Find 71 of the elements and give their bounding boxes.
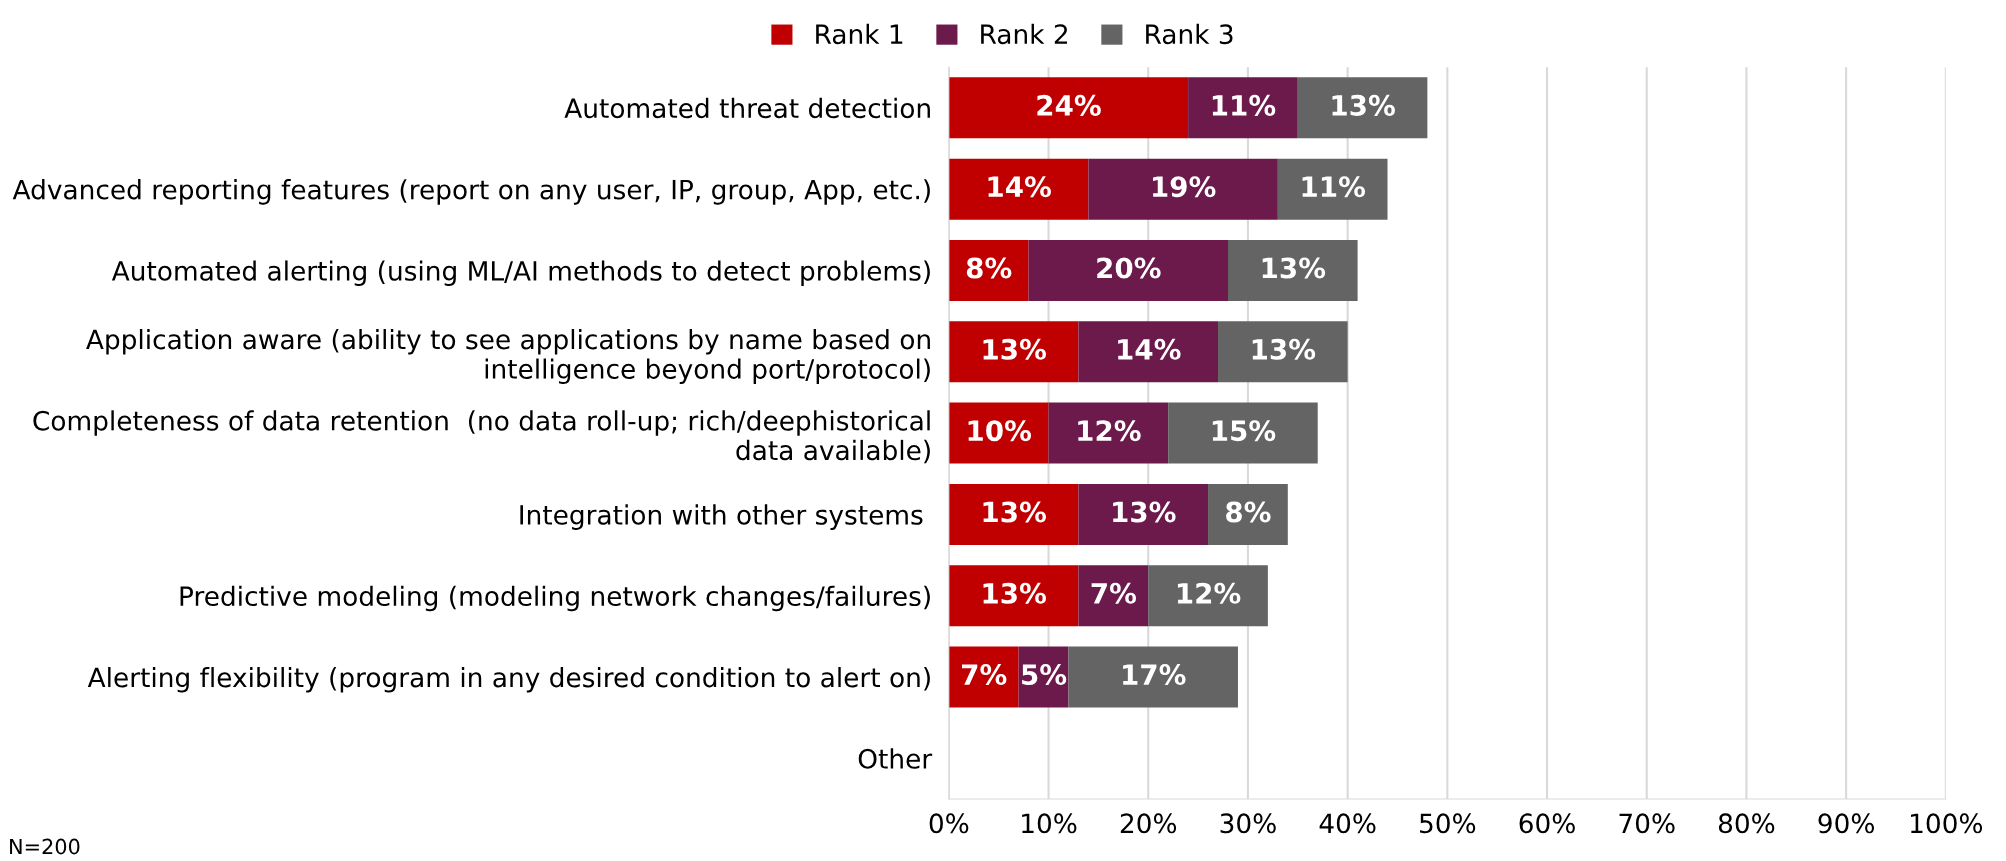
bar [1148,565,1268,627]
bar [948,158,1089,220]
data-label: 13% [1332,94,1395,116]
bar [1078,565,1149,627]
data-label: 13% [1252,338,1316,360]
data-label: 24% [1037,94,1101,116]
x-tick-label: 10% [1022,813,1077,834]
data-label: 13% [1262,257,1326,279]
bar [948,402,1049,464]
data-label: 10% [968,420,1032,442]
data-label: 19% [1153,176,1216,198]
y-tick-label: Application aware (ability to see applications by name based on intelligence beyond port/protocol) [86,328,930,385]
legend-label: Rank 3 [1146,23,1233,45]
data-label: 13% [983,338,1046,360]
y-tick-label: Completeness of data retention (no data roll-up; rich/deephistorical data available) [33,410,930,464]
bar [948,646,1019,708]
y-tick-label: Alerting flexibility (program in any desired condition to alert on) [87,667,930,693]
bar [1277,158,1388,220]
bar [1297,77,1428,139]
data-label: 7% [1091,582,1137,604]
data-label: 5% [1022,664,1067,686]
data-label: 11% [1212,94,1276,116]
bar [1028,239,1228,301]
data-label: 8% [1226,501,1271,523]
x-tick-label: 50% [1420,813,1476,834]
bar [948,239,1029,301]
data-label: 12% [1177,582,1241,604]
x-tick-label: 80% [1718,813,1775,834]
text: N=200 [10,838,80,855]
x-tick-label: 100% [1911,813,1983,834]
data-label: 7% [962,664,1007,686]
data-label: 8% [966,257,1012,279]
data-label: 12% [1078,420,1141,442]
y-tick-label: Predictive modeling (modeling network changes/failures) [180,585,930,612]
bar [1227,239,1358,301]
data-label: 17% [1123,664,1186,686]
y-tick-label: Automated threat detection [564,97,930,119]
bar [948,483,1079,545]
y-tick-label: Other [858,748,933,769]
x-tick-label: 0% [929,813,969,834]
x-tick-label: 20% [1120,813,1177,834]
bar [1088,158,1278,220]
legend-label: Rank 2 [981,23,1068,45]
bar [1218,321,1348,383]
data-label: 13% [1113,501,1176,523]
bar [1168,402,1318,464]
bar [948,77,1189,139]
data-label: 20% [1097,257,1161,279]
bar [1068,646,1238,708]
y-tick-label: Integration with other systems [520,504,923,530]
x-tick-label: 90% [1818,813,1874,834]
bar [948,565,1079,627]
data-label: 14% [1118,338,1181,360]
legend-label: Rank 1 [816,23,903,45]
y-tick-label: Advanced reporting features (report on any user, IP, group, App, etc.) [12,179,930,205]
bar [1188,77,1298,139]
x-tick-label: 40% [1319,813,1376,834]
y-tick-label: Automated alerting (using ML/AI methods to detect problems) [111,260,930,286]
data-label: 11% [1302,176,1366,198]
bar [1078,321,1219,383]
data-label: 14% [988,176,1051,198]
data-label: 13% [983,582,1046,604]
bar [1078,483,1209,545]
x-tick-label: 70% [1619,813,1675,834]
bar [1208,483,1288,545]
x-tick-label: 30% [1220,813,1276,834]
data-label: 13% [983,501,1046,523]
x-tick-label: 60% [1519,813,1575,834]
data-label: 15% [1212,420,1276,442]
bar [1048,402,1169,464]
bar [948,321,1079,383]
